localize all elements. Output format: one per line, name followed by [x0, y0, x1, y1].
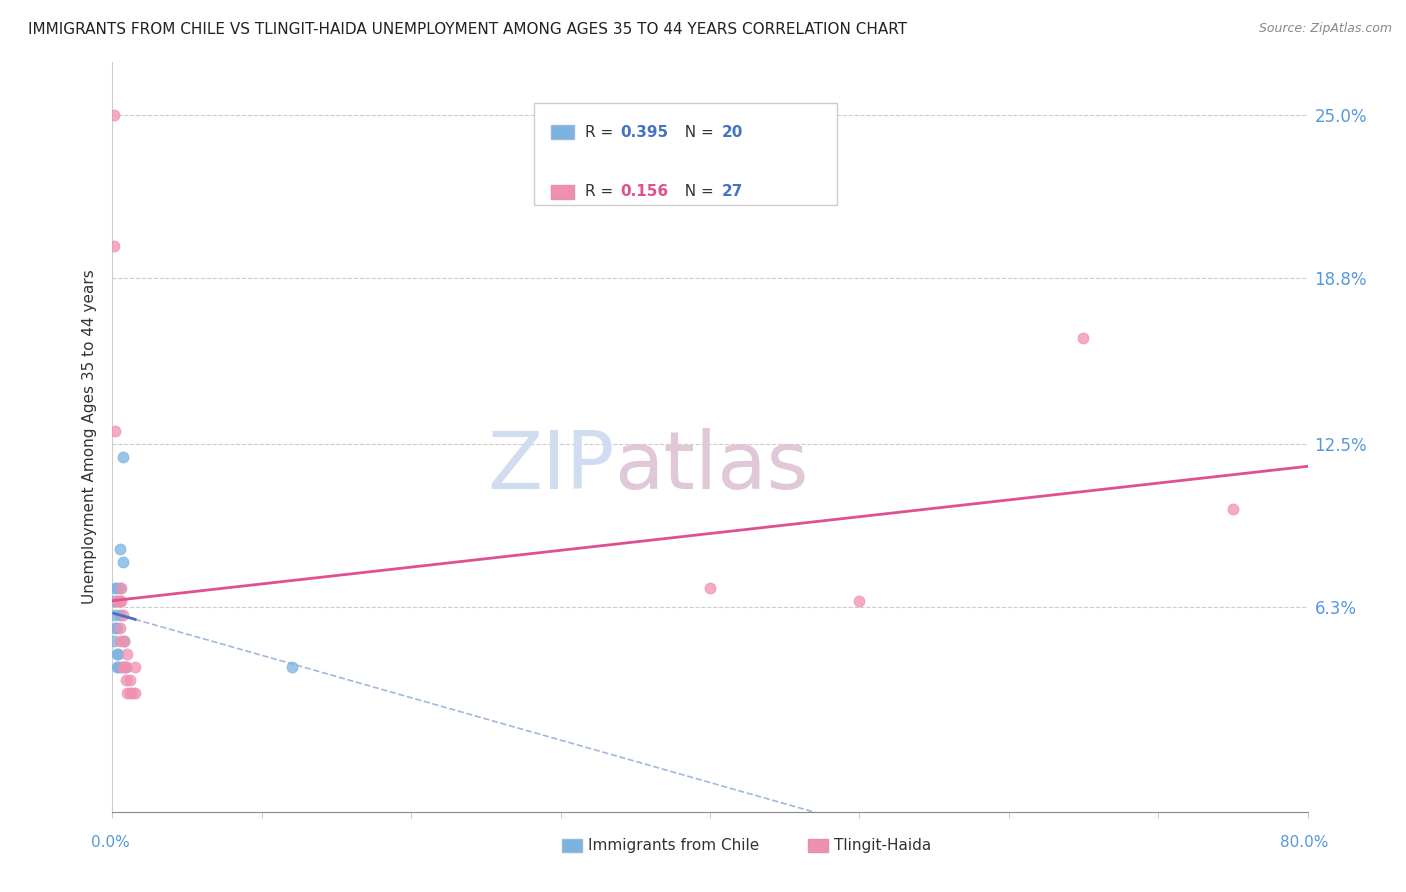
- Point: [107, 647, 129, 661]
- Point: [124, 660, 146, 674]
- Y-axis label: Unemployment Among Ages 35 to 44 years: Unemployment Among Ages 35 to 44 years: [82, 269, 97, 605]
- Text: Immigrants from Chile: Immigrants from Chile: [588, 838, 759, 853]
- Point: [105, 621, 128, 635]
- Point: [115, 673, 138, 688]
- Point: [103, 108, 125, 122]
- Text: R =: R =: [585, 125, 619, 139]
- Point: [1222, 502, 1244, 516]
- Point: [105, 660, 128, 674]
- Point: [110, 660, 132, 674]
- Point: [108, 607, 131, 622]
- Point: [111, 660, 134, 674]
- Text: 0.156: 0.156: [620, 185, 668, 199]
- Text: R =: R =: [585, 185, 619, 199]
- Point: [103, 594, 125, 608]
- Text: IMMIGRANTS FROM CHILE VS TLINGIT-HAIDA UNEMPLOYMENT AMONG AGES 35 TO 44 YEARS CO: IMMIGRANTS FROM CHILE VS TLINGIT-HAIDA U…: [28, 22, 907, 37]
- Text: 0.395: 0.395: [620, 125, 668, 139]
- Text: 20: 20: [721, 125, 742, 139]
- Text: N =: N =: [675, 185, 718, 199]
- Point: [103, 633, 125, 648]
- Text: N =: N =: [675, 125, 718, 139]
- Point: [108, 541, 131, 556]
- Point: [115, 660, 138, 674]
- Point: [111, 450, 134, 464]
- Text: atlas: atlas: [614, 428, 808, 506]
- Point: [281, 660, 304, 674]
- Text: 0.0%: 0.0%: [91, 836, 131, 850]
- Point: [121, 686, 143, 700]
- Point: [114, 633, 135, 648]
- Point: [111, 555, 134, 569]
- Point: [108, 633, 131, 648]
- Point: [120, 686, 142, 700]
- Point: [848, 594, 870, 608]
- Point: [103, 239, 125, 253]
- Point: [104, 621, 127, 635]
- Text: ZIP: ZIP: [486, 428, 614, 506]
- Point: [1073, 331, 1095, 345]
- Point: [110, 581, 132, 595]
- Point: [107, 594, 129, 608]
- Text: Tlingit-Haida: Tlingit-Haida: [834, 838, 931, 853]
- Point: [117, 686, 139, 700]
- Point: [699, 581, 721, 595]
- Point: [124, 686, 146, 700]
- Text: 27: 27: [721, 185, 742, 199]
- Point: [108, 621, 131, 635]
- Point: [117, 647, 139, 661]
- Point: [107, 660, 129, 674]
- Point: [105, 647, 128, 661]
- Point: [108, 581, 131, 595]
- Point: [104, 607, 127, 622]
- Point: [110, 594, 132, 608]
- Point: [104, 424, 127, 438]
- Point: [115, 660, 138, 674]
- Point: [108, 594, 131, 608]
- Text: Source: ZipAtlas.com: Source: ZipAtlas.com: [1258, 22, 1392, 36]
- Point: [120, 673, 142, 688]
- Point: [105, 581, 128, 595]
- Point: [114, 660, 135, 674]
- Text: 80.0%: 80.0%: [1281, 836, 1329, 850]
- Point: [105, 594, 128, 608]
- Point: [104, 581, 127, 595]
- Point: [114, 633, 135, 648]
- Point: [111, 607, 134, 622]
